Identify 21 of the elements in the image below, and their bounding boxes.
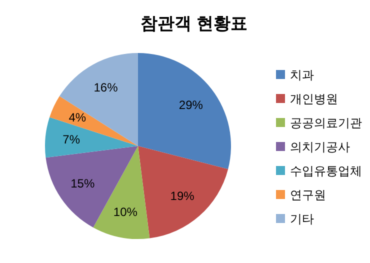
pie-slice [46, 146, 138, 228]
pie-slice [59, 53, 138, 146]
pie-slice [138, 53, 231, 170]
data-label: 10% [113, 204, 138, 219]
chart-title: 참관객 현황표 [140, 13, 248, 34]
legend-label: 치과 [290, 66, 314, 84]
legend-label: 기타 [290, 210, 314, 228]
pie-slice [138, 146, 228, 238]
data-label: 29% [178, 98, 204, 112]
data-label: 16% [94, 80, 118, 94]
data-label: 15% [70, 176, 95, 191]
legend-label: 수입유통업체 [290, 162, 362, 180]
pie-slice [50, 96, 138, 146]
pie-slice [93, 146, 150, 239]
legend-label: 연구원 [290, 186, 326, 204]
legend-label: 개인병원 [290, 90, 338, 108]
legend-label: 의치기공사 [290, 138, 350, 156]
data-label: 19% [170, 189, 195, 204]
legend-label: 공공의료기관 [290, 114, 362, 132]
data-label: 7% [62, 132, 80, 147]
data-label: 4% [68, 110, 86, 124]
